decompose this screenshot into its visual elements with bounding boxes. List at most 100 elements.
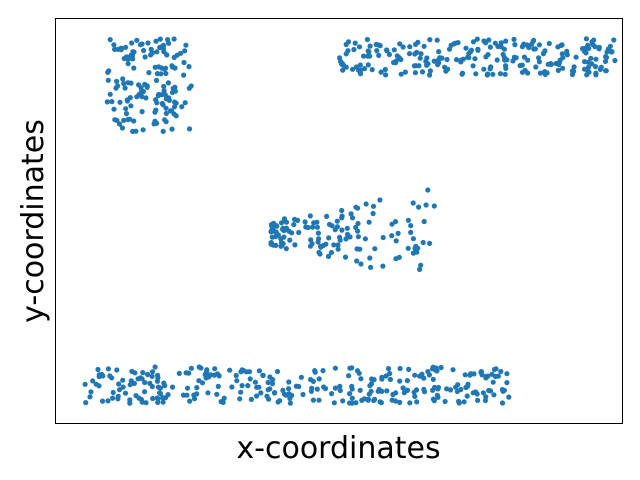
scatter-point bbox=[158, 71, 164, 77]
scatter-point bbox=[186, 370, 192, 376]
scatter-point bbox=[252, 379, 258, 385]
scatter-point bbox=[342, 254, 349, 260]
scatter-point bbox=[316, 397, 322, 403]
scatter-point bbox=[169, 64, 176, 70]
scatter-point bbox=[329, 391, 335, 397]
scatter-point bbox=[194, 385, 200, 391]
scatter-point bbox=[603, 54, 609, 60]
scatter-point bbox=[131, 65, 137, 71]
scatter-point bbox=[169, 89, 176, 96]
scatter-point bbox=[498, 44, 504, 50]
scatter-point bbox=[339, 60, 345, 67]
scatter-point bbox=[145, 371, 151, 378]
scatter-point bbox=[188, 365, 194, 371]
scatter-point bbox=[337, 383, 343, 389]
scatter-point bbox=[426, 372, 432, 378]
scatter-point bbox=[157, 44, 163, 51]
scatter-point bbox=[111, 106, 117, 112]
scatter-point bbox=[521, 54, 528, 60]
scatter-point bbox=[464, 393, 470, 399]
scatter-point bbox=[592, 64, 599, 70]
scatter-point bbox=[487, 66, 493, 72]
scatter-point bbox=[425, 187, 431, 193]
scatter-point bbox=[157, 36, 163, 42]
scatter-point bbox=[161, 83, 167, 89]
scatter-point bbox=[526, 44, 532, 51]
scatter-point bbox=[314, 224, 320, 230]
scatter-point bbox=[316, 236, 322, 242]
scatter-point bbox=[149, 373, 155, 379]
scatter-point bbox=[436, 49, 442, 55]
scatter-point bbox=[204, 369, 210, 375]
scatter-point bbox=[461, 399, 467, 405]
scatter-point bbox=[519, 62, 525, 68]
scatter-point bbox=[87, 394, 93, 400]
scatter-point bbox=[96, 383, 102, 389]
scatter-point bbox=[286, 391, 292, 397]
scatter-point bbox=[536, 42, 543, 48]
scatter-point bbox=[128, 80, 134, 86]
scatter-point bbox=[362, 236, 368, 242]
scatter-point bbox=[256, 384, 262, 390]
scatter-point bbox=[405, 217, 411, 223]
scatter-point bbox=[142, 54, 148, 60]
scatter-point bbox=[364, 36, 370, 43]
scatter-point bbox=[345, 39, 352, 45]
scatter-point bbox=[442, 398, 448, 405]
scatter-point bbox=[398, 56, 404, 63]
scatter-point bbox=[368, 264, 374, 270]
scatter-point bbox=[82, 381, 88, 387]
scatter-point bbox=[277, 398, 283, 404]
scatter-point bbox=[419, 371, 425, 377]
scatter-point bbox=[473, 389, 479, 395]
scatter-point bbox=[347, 365, 353, 371]
scatter-point bbox=[134, 37, 140, 43]
scatter-point bbox=[495, 373, 501, 379]
scatter-point bbox=[435, 57, 442, 63]
scatter-point bbox=[271, 390, 278, 396]
scatter-point bbox=[414, 249, 420, 255]
scatter-point bbox=[353, 204, 359, 210]
scatter-point bbox=[349, 383, 355, 389]
scatter-point bbox=[227, 367, 233, 373]
scatter-point bbox=[239, 367, 245, 373]
scatter-point bbox=[216, 373, 222, 379]
scatter-point bbox=[475, 47, 481, 53]
scatter-point bbox=[424, 55, 430, 61]
scatter-point bbox=[392, 398, 399, 404]
scatter-point bbox=[415, 245, 421, 251]
scatter-point bbox=[446, 46, 453, 52]
scatter-point bbox=[248, 396, 254, 402]
scatter-point bbox=[481, 66, 487, 72]
scatter-point bbox=[308, 388, 314, 394]
scatter-point bbox=[585, 68, 591, 74]
scatter-point bbox=[590, 41, 596, 48]
scatter-point bbox=[245, 383, 251, 389]
scatter-point bbox=[150, 395, 156, 402]
scatter-point bbox=[531, 37, 537, 44]
scatter-point bbox=[456, 400, 462, 406]
scatter-point bbox=[254, 393, 260, 399]
scatter-point bbox=[361, 66, 368, 72]
scatter-point bbox=[434, 392, 440, 398]
scatter-point bbox=[559, 51, 565, 57]
scatter-point bbox=[339, 227, 345, 233]
scatter-point bbox=[504, 380, 510, 386]
scatter-point bbox=[588, 55, 594, 61]
scatter-point bbox=[503, 38, 509, 44]
scatter-point bbox=[339, 215, 345, 221]
scatter-point bbox=[372, 396, 378, 402]
scatter-point bbox=[160, 128, 166, 134]
scatter-point bbox=[171, 36, 177, 42]
scatter-point bbox=[268, 229, 274, 235]
scatter-point bbox=[347, 391, 353, 397]
scatter-point bbox=[564, 52, 570, 58]
scatter-point bbox=[414, 399, 420, 405]
scatter-point bbox=[182, 100, 188, 106]
scatter-point bbox=[127, 116, 133, 122]
scatter-point bbox=[349, 400, 355, 406]
scatter-point bbox=[184, 392, 190, 398]
scatter-point bbox=[384, 47, 390, 53]
scatter-point bbox=[286, 379, 292, 385]
scatter-point bbox=[142, 379, 148, 386]
